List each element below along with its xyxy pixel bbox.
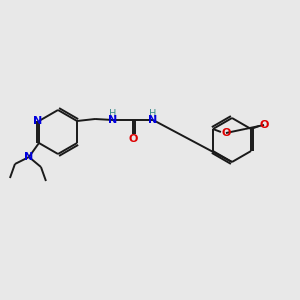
Text: O: O bbox=[128, 134, 138, 144]
Text: N: N bbox=[24, 152, 34, 162]
Text: H: H bbox=[149, 109, 157, 119]
Text: N: N bbox=[33, 116, 43, 126]
Text: O: O bbox=[221, 128, 231, 138]
Text: H: H bbox=[110, 109, 117, 119]
Text: N: N bbox=[108, 115, 118, 125]
Text: N: N bbox=[148, 115, 158, 125]
Text: O: O bbox=[260, 120, 269, 130]
